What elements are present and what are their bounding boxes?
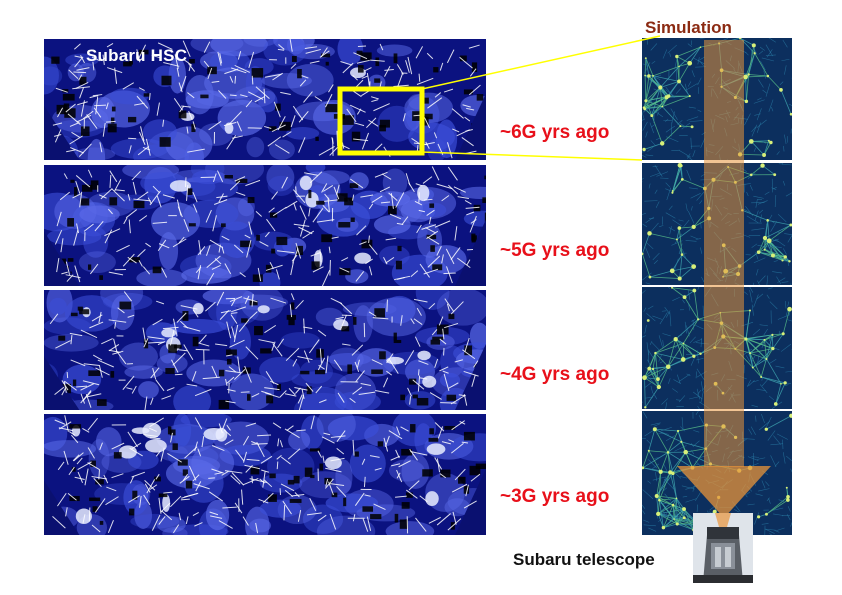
simulation-panel-1 [642,38,792,160]
simulation-panel-2 [642,163,792,285]
age-label-6g: ~6G yrs ago [500,122,610,143]
telescope-label: Subaru telescope [513,550,655,569]
age-label-5g: ~5G yrs ago [500,240,610,261]
age-label-3g: ~3G yrs ago [500,486,610,507]
simulation-web-1 [642,38,792,160]
simulation-title: Simulation [645,18,732,37]
mass-map-3 [44,290,486,410]
mass-map-panel-3 [44,290,486,410]
mass-map-2 [44,165,486,286]
subaru-hsc-title: Subaru HSC [86,46,188,65]
subaru-telescope-image [693,513,753,583]
mass-map-panel-2 [44,165,486,286]
mass-map-panel-4 [44,414,486,535]
age-label-4g: ~4G yrs ago [500,364,610,385]
simulation-panel-3 [642,287,792,409]
telescope-icon [693,513,753,583]
mass-map-4 [44,414,486,535]
simulation-web-3 [642,287,792,409]
simulation-web-2 [642,163,792,285]
